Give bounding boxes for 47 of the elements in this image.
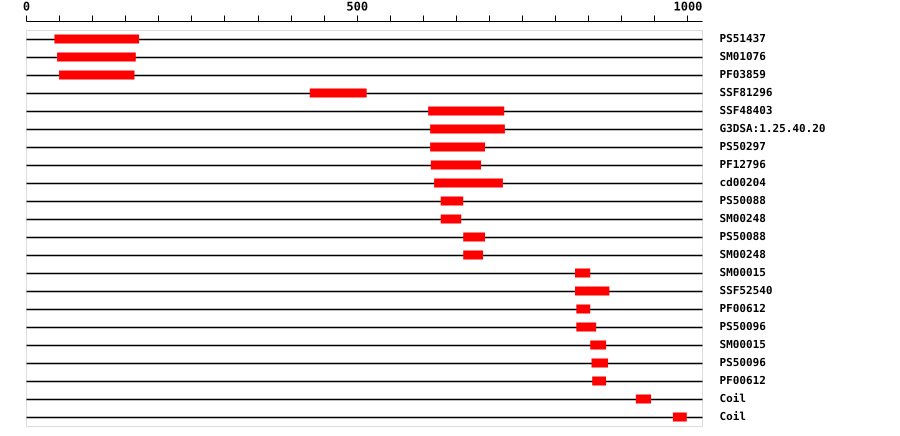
x-tick-label: 0 — [22, 0, 30, 14]
y-tick-label: cd00204 — [720, 176, 766, 189]
bar — [434, 178, 503, 188]
bar — [575, 268, 590, 278]
bar — [430, 160, 482, 170]
bar — [430, 124, 505, 134]
bar — [575, 286, 610, 296]
y-tick-label: PF03859 — [720, 68, 766, 81]
bar — [463, 232, 486, 242]
y-tick-label: PS50096 — [720, 356, 766, 369]
bar — [440, 196, 464, 206]
y-tick-label: SM00248 — [720, 212, 766, 225]
y-tick-label: Coil — [720, 410, 746, 423]
y-tick-label: SSF81296 — [720, 86, 773, 99]
y-tick-label: PF00612 — [720, 302, 766, 315]
bar — [59, 70, 134, 80]
y-tick-label: PF00612 — [720, 374, 766, 387]
bar — [428, 106, 504, 116]
bar — [310, 88, 367, 98]
bar — [430, 142, 486, 152]
bar — [636, 394, 652, 404]
bar — [592, 358, 608, 368]
bar — [54, 34, 140, 44]
y-tick-label: SM01076 — [720, 50, 766, 63]
bar — [592, 376, 606, 386]
bar — [576, 304, 590, 314]
y-tick-label: SSF52540 — [720, 284, 772, 297]
bar — [440, 214, 462, 224]
bar — [590, 340, 606, 350]
y-tick-label: PS50096 — [720, 320, 766, 333]
y-tick-label: Coil — [720, 392, 746, 405]
bar — [576, 322, 596, 332]
y-tick-label: G3DSA:1.25.40.20 — [720, 122, 826, 135]
y-tick-label: PS50088 — [720, 194, 766, 207]
y-tick-label: SM00248 — [720, 248, 766, 261]
y-tick-label: SM00015 — [720, 266, 766, 279]
y-tick-label: PS50297 — [720, 140, 766, 153]
y-tick-label: SM00015 — [720, 338, 766, 351]
x-tick-label: 500 — [346, 0, 368, 14]
y-tick-label: PS50088 — [720, 230, 766, 243]
bar — [57, 52, 136, 62]
y-tick-label: SSF48403 — [720, 104, 772, 117]
bar — [463, 250, 484, 260]
x-tick-label: 1000 — [673, 0, 702, 14]
bar — [672, 412, 687, 422]
y-tick-label: PF12796 — [720, 158, 766, 171]
y-tick-label: PS51437 — [720, 32, 766, 45]
